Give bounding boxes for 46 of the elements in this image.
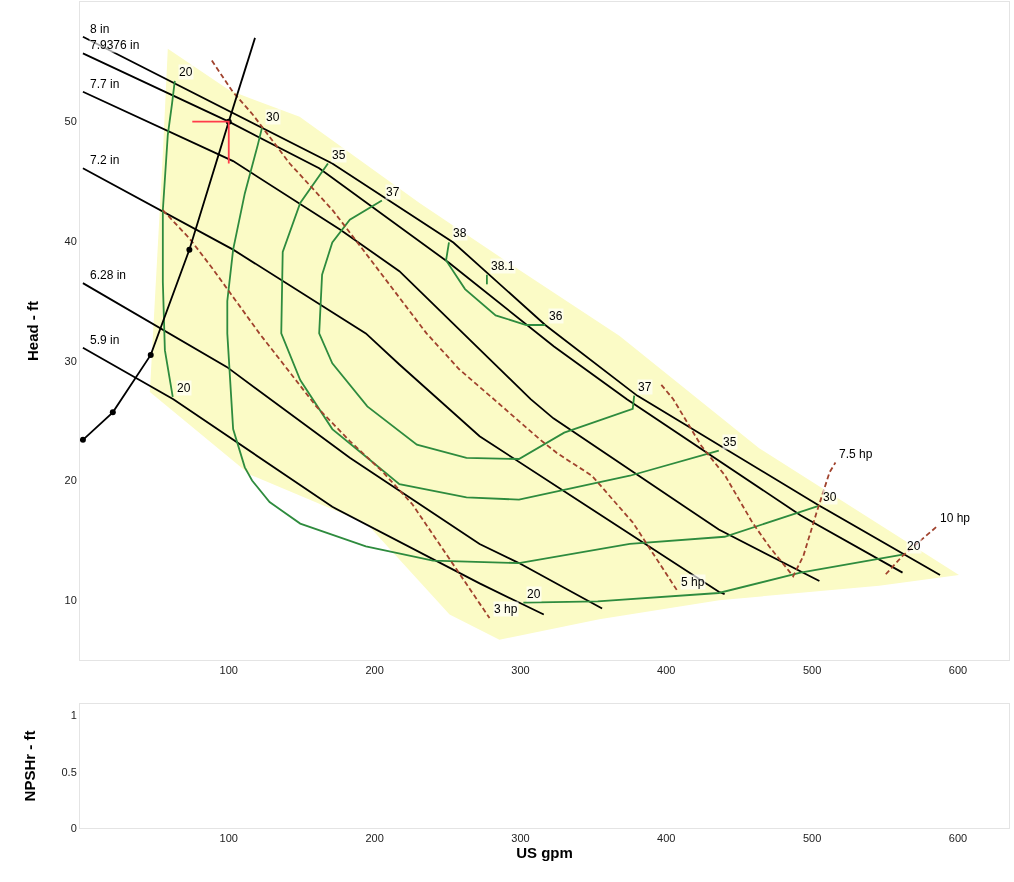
y-tick-label: 40	[64, 235, 77, 248]
annotation: 5 hp	[681, 575, 705, 589]
x-tick-label: 400	[657, 832, 676, 845]
y-tick-label: 0	[70, 821, 77, 834]
x-tick-label: 500	[802, 832, 822, 845]
x-tick-label: 200	[365, 832, 384, 845]
series-label: 7.9376 in	[90, 38, 140, 52]
x-tick-label: 100	[219, 664, 238, 677]
x-tick-label: 600	[948, 664, 968, 677]
annotation: 20	[527, 587, 541, 601]
x-tick-label: 600	[948, 832, 968, 845]
y-tick-label: 20	[64, 474, 77, 487]
x-tick-label: 100	[219, 832, 238, 845]
annotation: 20	[177, 381, 191, 395]
x-axis-title: US gpm	[516, 844, 573, 862]
series-label: 7.7 in	[90, 77, 120, 91]
annotation: 20	[179, 65, 193, 79]
y-tick-label: 30	[64, 354, 77, 367]
series-label: 6.28 in	[90, 268, 127, 282]
series-label: 7.2 in	[90, 153, 120, 167]
y-tick-label: 0.5	[61, 765, 77, 778]
annotation: 35	[332, 148, 346, 162]
y-tick-label: 50	[64, 115, 77, 128]
annotation: 37	[386, 185, 400, 199]
y-axis-title: Head - ft	[23, 300, 41, 361]
annotation: 20	[907, 539, 921, 553]
annotation: 30	[266, 110, 280, 124]
x-tick-label: 300	[511, 832, 530, 845]
annotation: 36	[549, 309, 563, 323]
annotation: 37	[638, 380, 652, 394]
x-tick-label: 400	[657, 664, 676, 677]
annotation: 7.5 hp	[839, 447, 873, 461]
annotation: 10 hp	[940, 511, 971, 525]
y-tick-label: 1	[70, 709, 77, 722]
y-axis-title: NPSHr - ft	[20, 730, 38, 802]
annotation: 38.1	[491, 259, 515, 273]
annotation: 3 hp	[494, 602, 518, 616]
annotation: 38	[453, 226, 467, 240]
x-tick-label: 500	[802, 664, 822, 677]
series-label: 8 in	[90, 22, 110, 36]
x-tick-label: 300	[511, 664, 530, 677]
annotation: 30	[823, 490, 837, 504]
y-tick-label: 10	[64, 594, 77, 607]
series-label: 5.9 in	[90, 333, 120, 347]
annotation: 35	[723, 435, 737, 449]
x-tick-label: 200	[365, 664, 384, 677]
